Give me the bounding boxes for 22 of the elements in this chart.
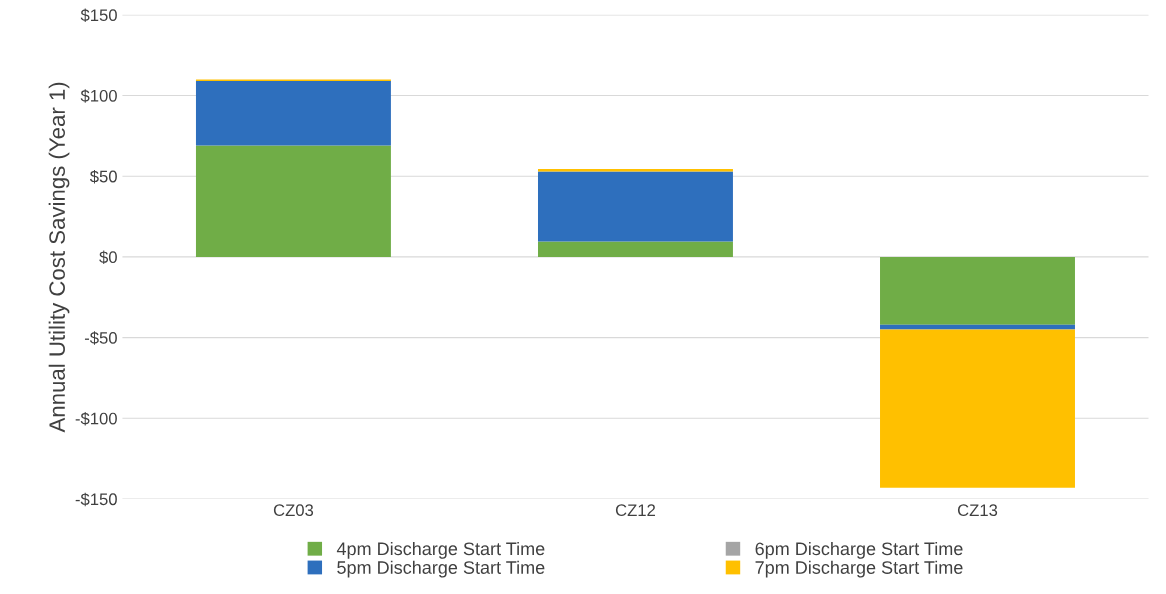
x-tick-label: CZ03 xyxy=(273,504,314,517)
bar xyxy=(195,81,391,146)
y-tick-label: -$100 xyxy=(75,411,117,426)
legend-label: 4pm Discharge Start Time xyxy=(336,541,545,559)
bar xyxy=(537,171,733,242)
bar xyxy=(537,241,733,257)
y-tick-label: $150 xyxy=(80,8,117,23)
y-axis-title: Annual Utility Cost Savings (Year 1) xyxy=(48,82,70,433)
y-tick-label: -$150 xyxy=(75,492,117,507)
y-tick-label: $50 xyxy=(89,169,117,184)
legend-label: 5pm Discharge Start Time xyxy=(337,560,545,578)
bar xyxy=(195,145,391,257)
y-tick-label: $0 xyxy=(99,250,117,265)
bar xyxy=(880,324,1075,330)
legend-label: 6pm Discharge Start Time xyxy=(755,541,963,559)
y-tick-label: $100 xyxy=(80,89,117,103)
x-tick-label: CZ13 xyxy=(957,504,998,517)
bar xyxy=(880,256,1075,325)
legend-label: 7pm Discharge Start Time xyxy=(755,560,963,578)
y-tick-label: -$50 xyxy=(84,331,117,345)
x-tick-label: CZ12 xyxy=(615,504,656,517)
bar xyxy=(880,329,1075,488)
